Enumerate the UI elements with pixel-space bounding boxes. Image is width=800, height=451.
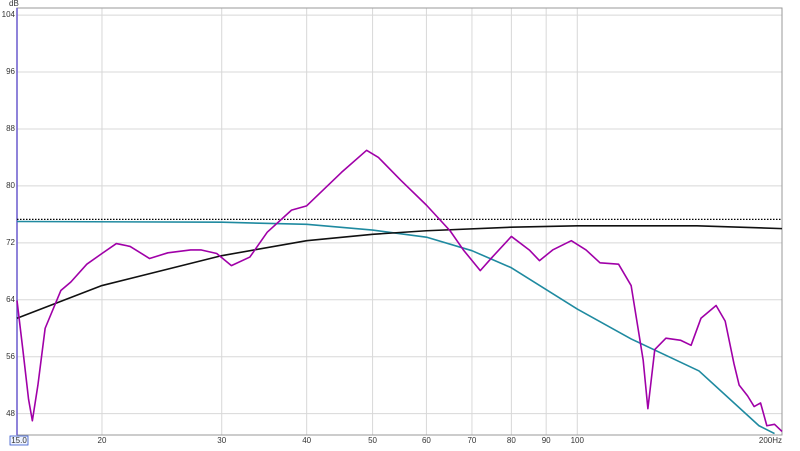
- x-tick-label: 100: [571, 436, 585, 445]
- y-tick-label: 96: [6, 67, 15, 76]
- x-tick-label: 60: [422, 436, 431, 445]
- y-tick-label: 64: [6, 295, 15, 304]
- y-axis-label: dB: [9, 0, 19, 8]
- x-tick-label: 50: [368, 436, 377, 445]
- series-line: [16, 224, 783, 320]
- x-tick-label: 200Hz: [759, 436, 782, 445]
- x-tick-label: 80: [507, 436, 516, 445]
- x-start-box: [9, 435, 29, 446]
- x-tick-label: 20: [98, 436, 107, 445]
- x-tick-label: 40: [302, 436, 311, 445]
- y-tick-label: 88: [6, 124, 15, 133]
- y-tick-label: 104: [2, 10, 16, 19]
- y-tick-label: 80: [6, 181, 15, 190]
- x-tick-label: 90: [542, 436, 551, 445]
- y-tick-label: 72: [6, 238, 15, 247]
- y-tick-label: 56: [6, 352, 15, 361]
- series-line: [16, 220, 775, 435]
- x-tick-label: 30: [217, 436, 226, 445]
- series-line: [16, 149, 783, 433]
- y-tick-label: 48: [6, 409, 15, 418]
- x-tick-label: 15.0: [11, 436, 27, 445]
- x-tick-label: 70: [467, 436, 476, 445]
